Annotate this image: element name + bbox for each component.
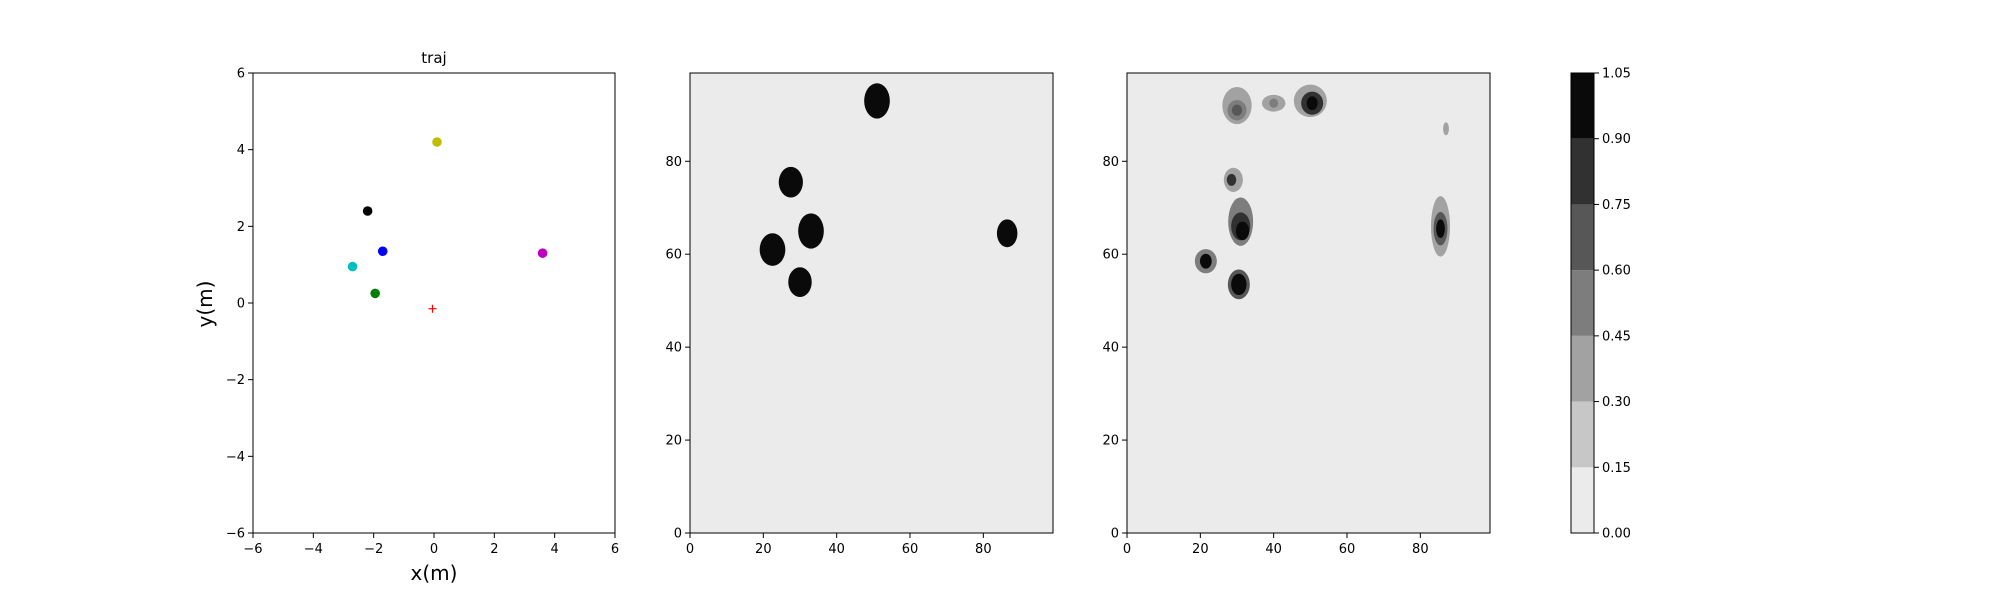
colorbar-tick-label: 0.60 (1602, 264, 1631, 279)
heatmap-blob (1436, 219, 1445, 238)
y-tick-label: 80 (665, 155, 682, 170)
y-tick-label: 40 (665, 341, 682, 356)
colorbar-band (1571, 467, 1594, 533)
x-tick-label: −4 (304, 542, 323, 557)
colorbar-tick-label: 0.45 (1602, 329, 1631, 344)
trajectory-point (362, 206, 373, 216)
colorbar-band (1571, 138, 1594, 205)
x-tick-label: −2 (364, 542, 383, 557)
colorbar-ticks: 0.00 0.15 0.30 0.45 0.60 0.75 0.90 1.05 (1594, 67, 1631, 542)
y-tick-label: −4 (226, 450, 245, 465)
x-tick-label: 60 (1339, 542, 1356, 557)
x-axis-title: x(m) (411, 561, 458, 585)
colorbar-band (1571, 204, 1594, 271)
occupancy-map-blobs (759, 83, 1018, 297)
trajectory-points (347, 137, 548, 313)
y-tick-label: 40 (1102, 341, 1119, 356)
y-axis-title: y(m) (193, 281, 217, 328)
heatmap-blob (1231, 104, 1243, 116)
heatmap-blob (1199, 253, 1212, 269)
x-tick-label: 6 (611, 542, 619, 557)
colorbar-band (1571, 401, 1594, 468)
heatmap-blob (1306, 96, 1318, 111)
estimated-map-background (1127, 73, 1490, 533)
heatmap-blob (1443, 122, 1449, 136)
trajectory-plot-title: traj (421, 49, 446, 67)
y-tick-label: 0 (1111, 527, 1119, 542)
occupancy-map-plot: 0 20 40 60 80 0 20 40 60 80 (665, 72, 1054, 557)
heatmap-blob (1226, 173, 1237, 186)
x-tick-label: 20 (755, 542, 772, 557)
heatmap-blob (759, 233, 786, 266)
colorbar-tick-label: 0.75 (1602, 198, 1631, 213)
x-tick-label: 80 (1412, 542, 1429, 557)
y-tick-label: 60 (1102, 248, 1119, 263)
y-tick-label: 60 (665, 248, 682, 263)
estimated-map-frame (1126, 72, 1491, 534)
y-tick-label: 0 (237, 297, 245, 312)
x-tick-label: 60 (902, 542, 919, 557)
colorbar-tick-label: 0.30 (1602, 395, 1631, 410)
heatmap-blob (788, 267, 812, 297)
y-tick-label: 0 (674, 527, 682, 542)
occupancy-map-ticks: 0 20 40 60 80 0 20 40 60 80 (665, 155, 991, 557)
y-tick-label: 6 (237, 67, 245, 82)
colorbar-frame (1570, 72, 1595, 534)
colorbar-band (1571, 73, 1594, 139)
heatmap-blob (1231, 273, 1247, 296)
colorbar-band (1571, 270, 1594, 336)
estimated-map-ticks: 0 20 40 60 80 0 20 40 60 80 (1102, 155, 1428, 557)
x-tick-label: 40 (1265, 542, 1282, 557)
colorbar-tick-label: 0.00 (1602, 527, 1631, 542)
x-tick-label: 2 (490, 542, 498, 557)
y-tick-label: 20 (1102, 434, 1119, 449)
colorbar-band (1571, 335, 1594, 402)
x-tick-label: 40 (828, 542, 845, 557)
occupancy-map-frame (689, 72, 1054, 534)
x-tick-label: 0 (686, 542, 694, 557)
trajectory-plot-frame (252, 72, 616, 534)
x-tick-label: 0 (430, 542, 438, 557)
colorbar-tick-label: 1.05 (1602, 67, 1631, 82)
y-tick-label: −6 (226, 527, 245, 542)
heatmap-blob (864, 83, 890, 119)
trajectory-point (432, 137, 442, 147)
heatmap-blob (996, 219, 1018, 248)
colorbar-tick-label: 0.90 (1602, 132, 1631, 147)
colorbar: 0.00 0.15 0.30 0.45 0.60 0.75 0.90 1.05 (1570, 67, 1631, 542)
y-tick-label: 20 (665, 434, 682, 449)
trajectory-point (537, 248, 548, 258)
x-tick-label: 4 (551, 542, 559, 557)
y-tick-label: 80 (1102, 155, 1119, 170)
x-tick-label: 20 (1192, 542, 1209, 557)
x-tick-label: 80 (975, 542, 992, 557)
trajectory-plot: traj −6 −4 −2 0 2 4 6 −6 −4 −2 0 2 4 6 x(m) y(m) (193, 49, 619, 585)
y-tick-label: −2 (226, 373, 245, 388)
occupancy-map-background (690, 73, 1053, 533)
x-tick-label: −6 (243, 542, 262, 557)
origin-plus-marker (428, 304, 437, 313)
colorbar-tick-label: 0.15 (1602, 461, 1631, 476)
x-tick-label: 0 (1123, 542, 1131, 557)
colorbar-bands (1571, 73, 1594, 533)
estimated-map-plot: 0 20 40 60 80 0 20 40 60 80 (1102, 72, 1491, 557)
trajectory-ticks: −6 −4 −2 0 2 4 6 −6 −4 −2 0 2 4 6 (226, 67, 619, 558)
y-tick-label: 4 (237, 143, 245, 158)
heatmap-blob (1235, 221, 1250, 241)
y-tick-label: 2 (237, 220, 245, 235)
trajectory-point (377, 246, 388, 257)
trajectory-point (370, 288, 380, 299)
trajectory-point (347, 261, 358, 272)
heatmap-blob (1269, 98, 1279, 108)
heatmap-blob (778, 166, 803, 198)
estimated-map-blobs (1194, 84, 1451, 300)
heatmap-blob (798, 213, 824, 249)
